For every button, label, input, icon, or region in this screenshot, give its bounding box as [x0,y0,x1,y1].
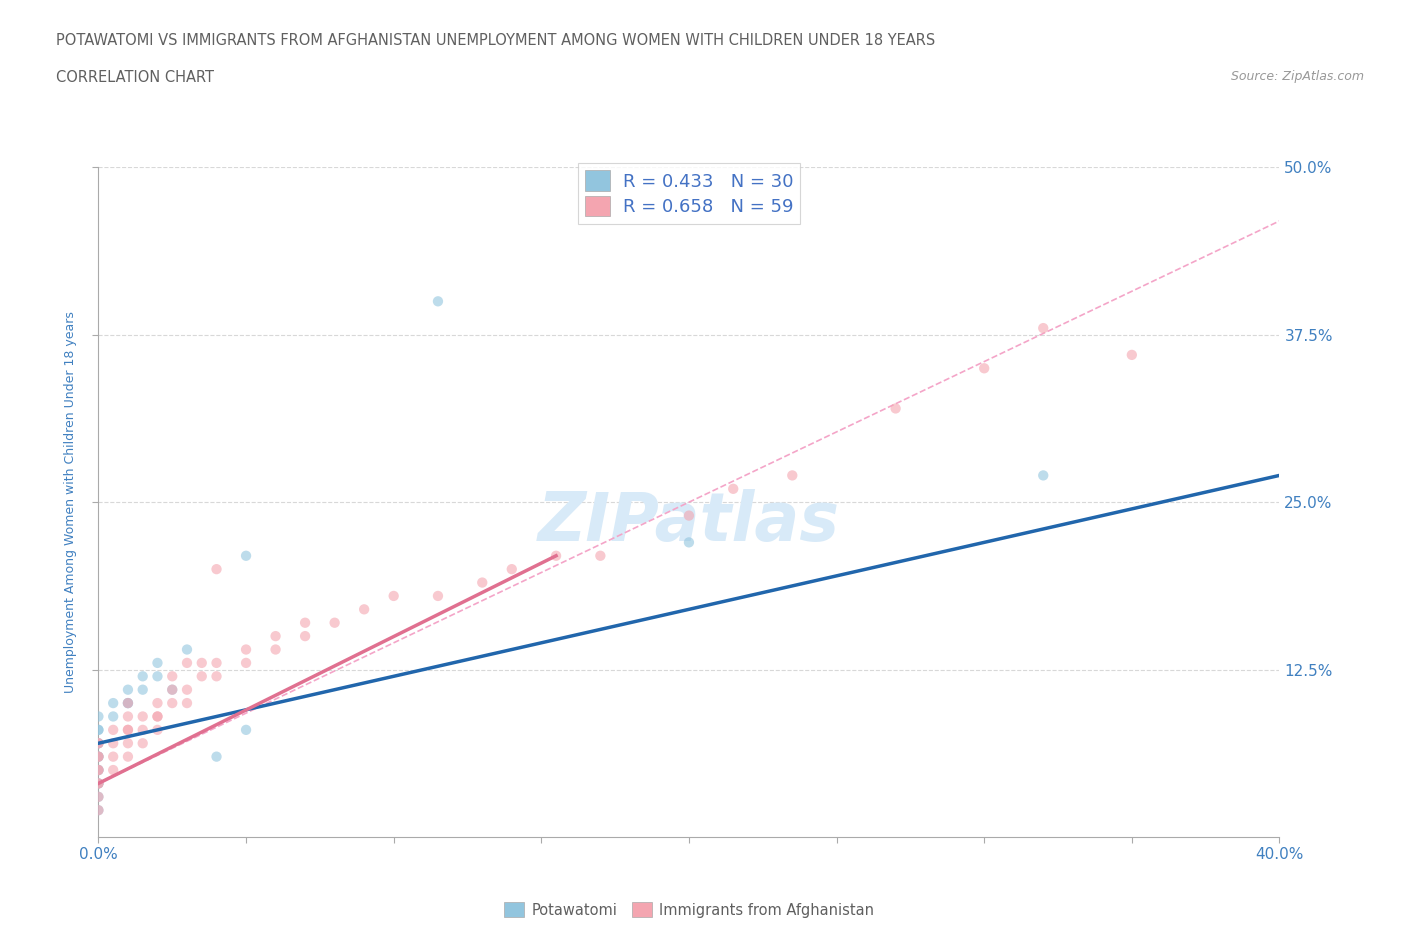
Point [235,642,257,657]
Point [678,535,700,550]
Point [162,669,183,684]
Point [176,696,198,711]
Point [117,750,139,764]
Point [501,562,523,577]
Point [162,683,183,698]
Point [87,776,110,790]
Point [103,709,125,724]
Point [87,750,110,764]
Point [264,629,287,644]
Point [427,294,450,309]
Point [87,763,110,777]
Point [87,776,110,790]
Point [87,736,110,751]
Point [323,616,346,631]
Point [546,549,568,564]
Point [87,736,110,751]
Point [117,696,139,711]
Point [162,683,183,698]
Point [87,709,110,724]
Point [87,750,110,764]
Point [264,642,287,657]
Point [117,736,139,751]
Point [678,508,700,523]
Point [132,736,155,751]
Point [146,669,169,684]
Y-axis label: Unemployment Among Women with Children Under 18 years: Unemployment Among Women with Children U… [63,312,77,693]
Text: POTAWATOMI VS IMMIGRANTS FROM AFGHANISTAN UNEMPLOYMENT AMONG WOMEN WITH CHILDREN: POTAWATOMI VS IMMIGRANTS FROM AFGHANISTA… [56,33,935,47]
Point [205,656,228,671]
Point [205,750,228,764]
Point [973,361,995,376]
Point [103,736,125,751]
Point [87,763,110,777]
Point [87,790,110,804]
Point [103,750,125,764]
Point [294,616,316,631]
Text: ZIPatlas: ZIPatlas [538,489,839,555]
Point [103,696,125,711]
Point [1032,321,1054,336]
Point [132,709,155,724]
Point [132,683,155,698]
Point [132,723,155,737]
Point [117,683,139,698]
Legend: Potawatomi, Immigrants from Afghanistan: Potawatomi, Immigrants from Afghanistan [498,897,880,923]
Point [87,790,110,804]
Point [782,468,804,483]
Point [117,696,139,711]
Point [723,482,745,497]
Point [471,575,494,590]
Point [884,401,907,416]
Point [117,723,139,737]
Point [176,656,198,671]
Point [146,709,169,724]
Point [294,629,316,644]
Point [87,776,110,790]
Point [117,696,139,711]
Point [176,683,198,698]
Point [146,696,169,711]
Point [132,669,155,684]
Point [103,723,125,737]
Point [87,736,110,751]
Point [353,602,375,617]
Point [191,669,214,684]
Point [146,709,169,724]
Point [191,656,214,671]
Point [103,763,125,777]
Point [87,803,110,817]
Point [427,589,450,604]
Point [117,709,139,724]
Point [87,750,110,764]
Point [146,656,169,671]
Point [87,750,110,764]
Point [205,562,228,577]
Point [235,549,257,564]
Point [87,723,110,737]
Point [87,763,110,777]
Point [1121,348,1143,363]
Text: CORRELATION CHART: CORRELATION CHART [56,70,214,85]
Point [1032,468,1054,483]
Point [117,723,139,737]
Point [146,723,169,737]
Point [87,776,110,790]
Point [235,656,257,671]
Point [589,549,612,564]
Point [382,589,405,604]
Text: Source: ZipAtlas.com: Source: ZipAtlas.com [1230,70,1364,83]
Point [87,803,110,817]
Point [235,723,257,737]
Point [87,723,110,737]
Point [176,642,198,657]
Point [87,736,110,751]
Point [205,669,228,684]
Point [162,696,183,711]
Point [87,763,110,777]
